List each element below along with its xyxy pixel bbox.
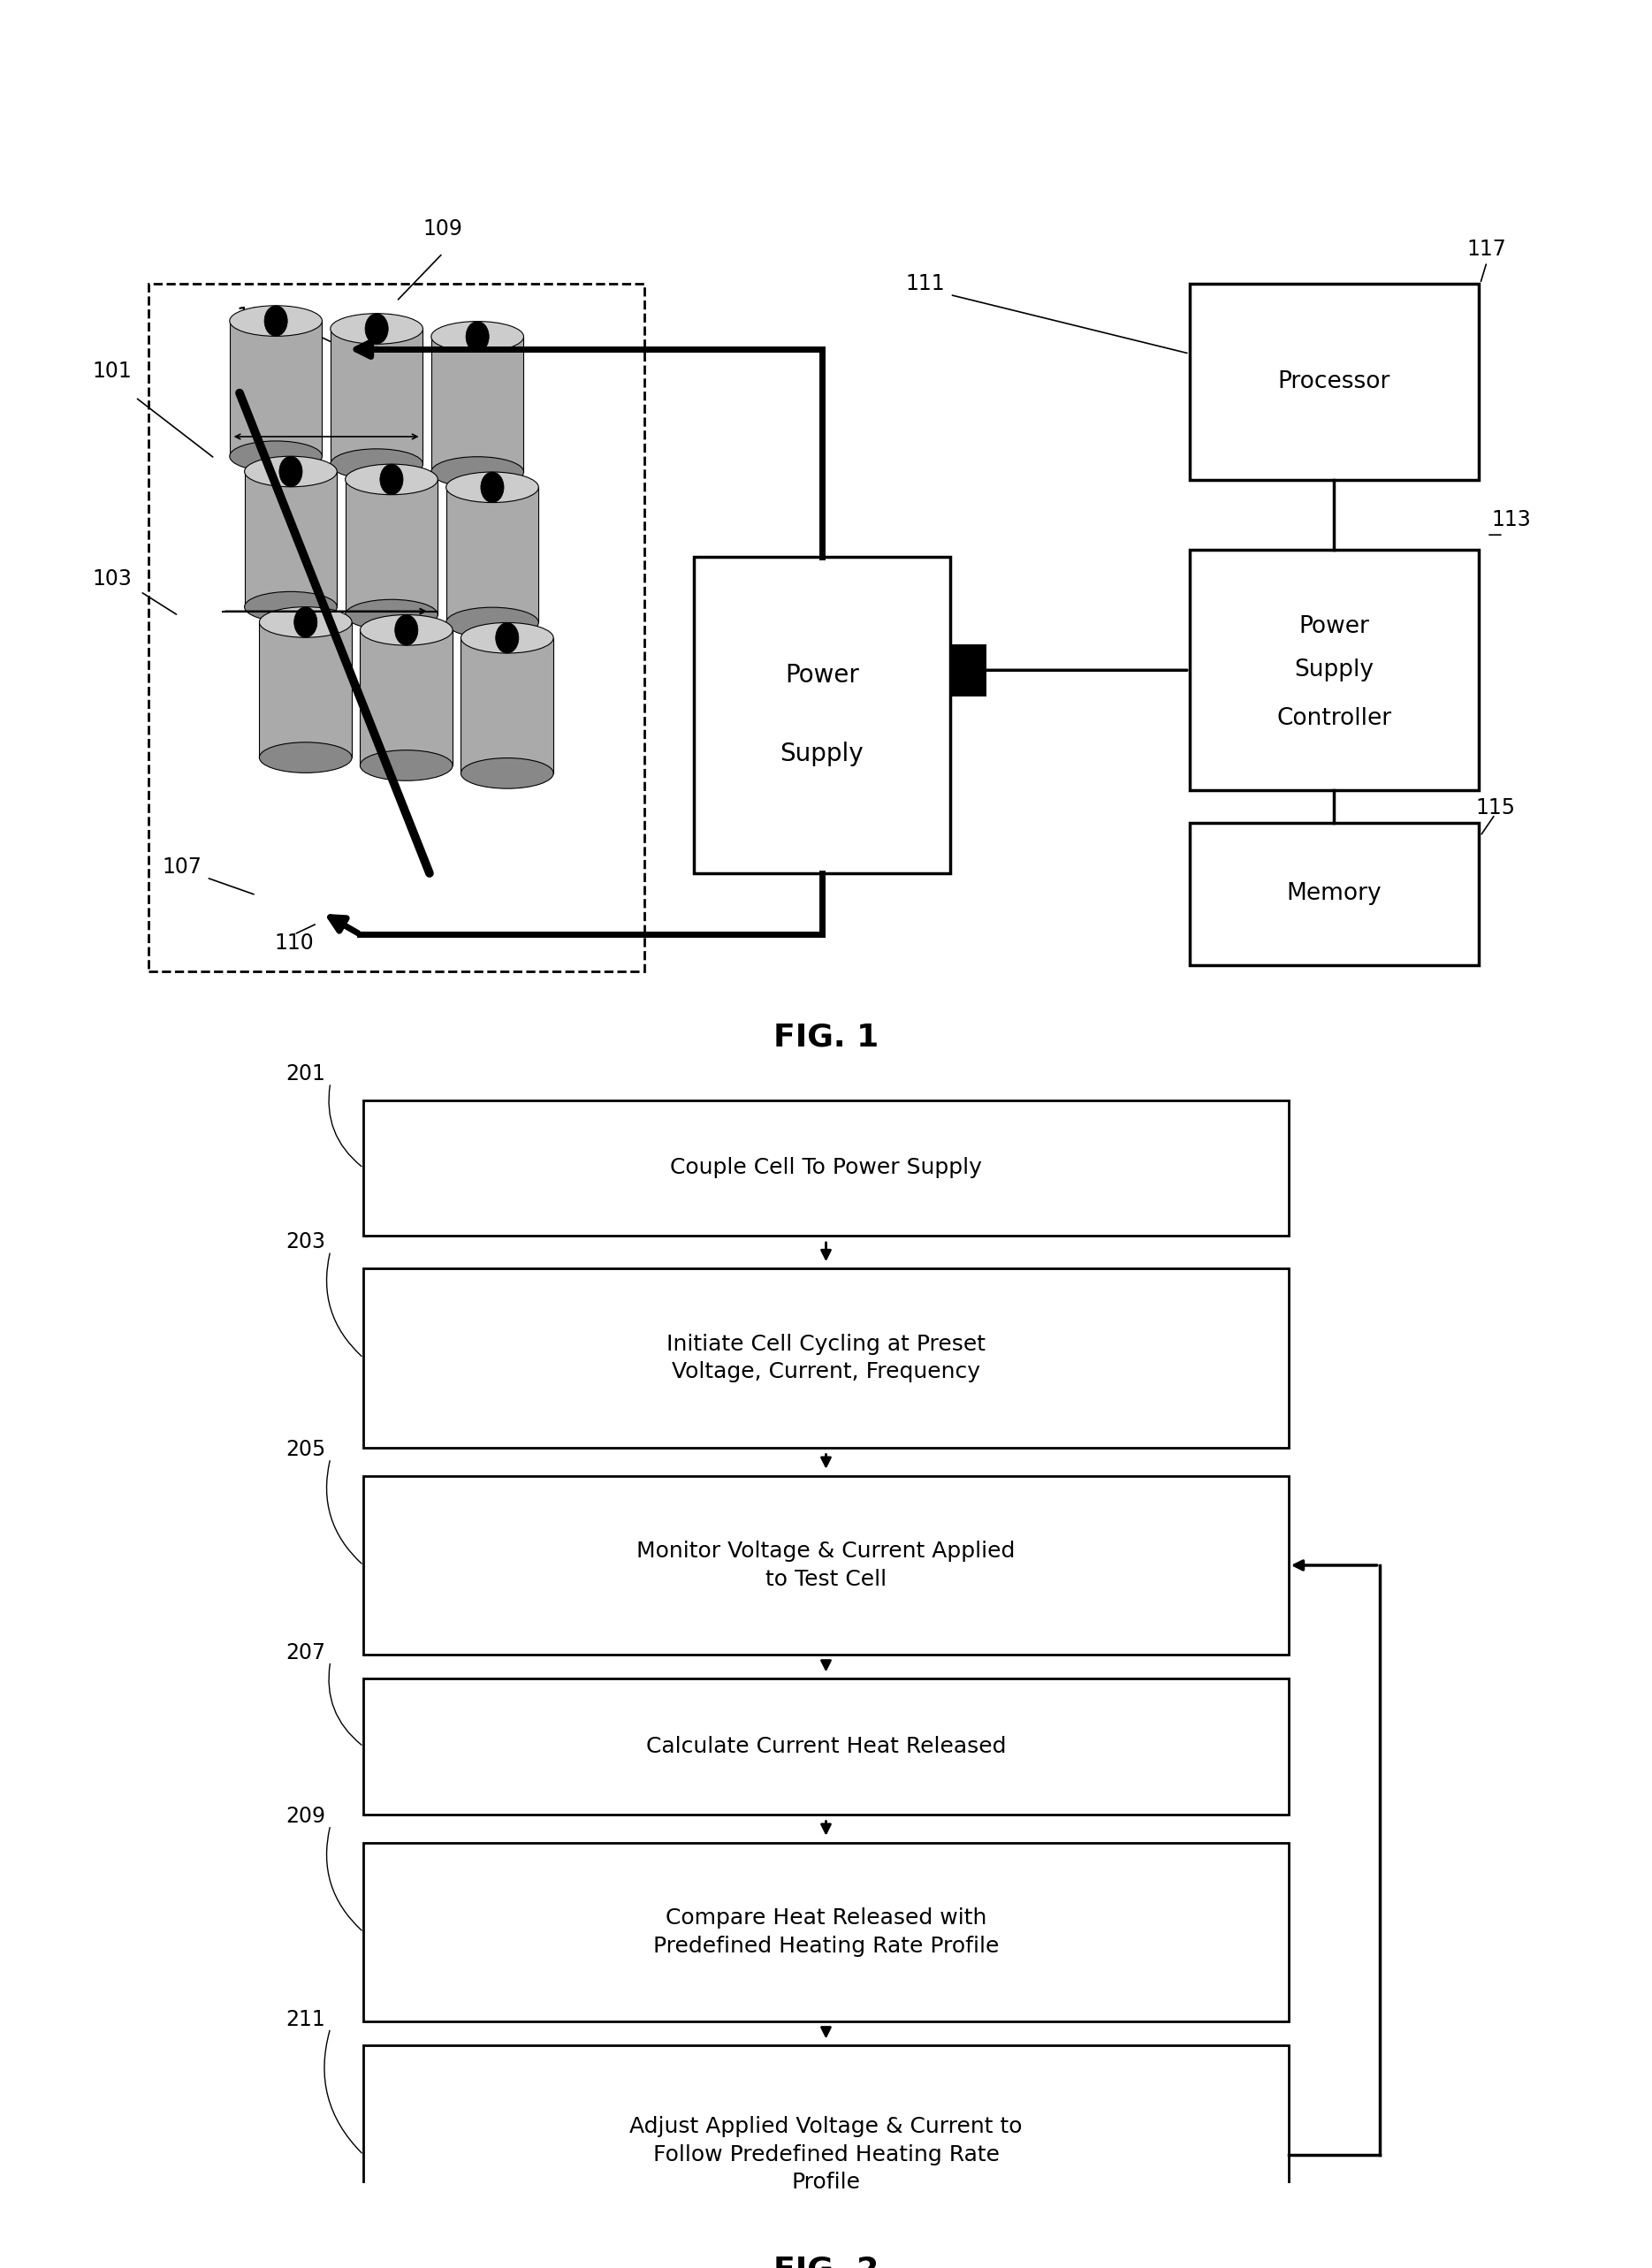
Ellipse shape bbox=[330, 449, 423, 479]
Bar bbox=[431, 336, 524, 472]
FancyBboxPatch shape bbox=[363, 1100, 1289, 1236]
Circle shape bbox=[380, 465, 403, 494]
FancyBboxPatch shape bbox=[363, 1678, 1289, 1814]
Ellipse shape bbox=[461, 758, 553, 789]
Ellipse shape bbox=[244, 456, 337, 488]
Text: Adjust Applied Voltage & Current to
Follow Predefined Heating Rate
Profile: Adjust Applied Voltage & Current to Foll… bbox=[629, 2116, 1023, 2193]
Text: 211: 211 bbox=[286, 2009, 325, 2030]
Bar bbox=[360, 631, 453, 764]
Ellipse shape bbox=[360, 751, 453, 780]
Ellipse shape bbox=[259, 742, 352, 773]
Text: Power: Power bbox=[785, 662, 859, 687]
Text: Processor: Processor bbox=[1277, 370, 1391, 395]
Circle shape bbox=[264, 306, 287, 336]
Text: Supply: Supply bbox=[780, 742, 864, 767]
Text: 201: 201 bbox=[286, 1064, 325, 1084]
Ellipse shape bbox=[461, 624, 553, 653]
FancyBboxPatch shape bbox=[694, 556, 950, 873]
Circle shape bbox=[279, 456, 302, 488]
Text: FIG. 2: FIG. 2 bbox=[773, 2254, 879, 2268]
FancyBboxPatch shape bbox=[1189, 551, 1479, 789]
Text: 103: 103 bbox=[93, 567, 132, 590]
Bar bbox=[345, 479, 438, 615]
Text: 101: 101 bbox=[93, 361, 132, 381]
Circle shape bbox=[496, 624, 519, 653]
Ellipse shape bbox=[330, 313, 423, 345]
Ellipse shape bbox=[230, 306, 322, 336]
Circle shape bbox=[395, 615, 418, 646]
Ellipse shape bbox=[345, 465, 438, 494]
Bar bbox=[230, 320, 322, 456]
Ellipse shape bbox=[345, 599, 438, 631]
Text: 117: 117 bbox=[1467, 238, 1507, 259]
Bar bbox=[259, 621, 352, 758]
Text: Memory: Memory bbox=[1287, 882, 1381, 905]
FancyBboxPatch shape bbox=[1189, 823, 1479, 964]
Text: 113: 113 bbox=[1492, 508, 1531, 531]
FancyBboxPatch shape bbox=[363, 1842, 1289, 2021]
Ellipse shape bbox=[360, 615, 453, 646]
Bar bbox=[244, 472, 337, 608]
Text: Controller: Controller bbox=[1277, 708, 1391, 730]
Text: 205: 205 bbox=[286, 1438, 325, 1461]
Text: Couple Cell To Power Supply: Couple Cell To Power Supply bbox=[671, 1157, 981, 1179]
Circle shape bbox=[365, 313, 388, 345]
Text: 111: 111 bbox=[905, 272, 945, 295]
Text: 207: 207 bbox=[286, 1642, 325, 1662]
FancyBboxPatch shape bbox=[363, 1268, 1289, 1447]
Text: Compare Heat Released with
Predefined Heating Rate Profile: Compare Heat Released with Predefined He… bbox=[653, 1907, 999, 1957]
Ellipse shape bbox=[244, 592, 337, 621]
Circle shape bbox=[294, 608, 317, 637]
Bar bbox=[330, 329, 423, 465]
Text: Power: Power bbox=[1298, 615, 1370, 637]
Text: Monitor Voltage & Current Applied
to Test Cell: Monitor Voltage & Current Applied to Tes… bbox=[636, 1540, 1016, 1590]
Text: 110: 110 bbox=[274, 932, 314, 955]
Ellipse shape bbox=[259, 608, 352, 637]
Ellipse shape bbox=[446, 472, 539, 503]
FancyBboxPatch shape bbox=[363, 2046, 1289, 2263]
Text: 203: 203 bbox=[286, 1232, 325, 1252]
Text: FIG. 1: FIG. 1 bbox=[773, 1023, 879, 1052]
Ellipse shape bbox=[431, 456, 524, 488]
Text: Calculate Current Heat Released: Calculate Current Heat Released bbox=[646, 1735, 1006, 1758]
Ellipse shape bbox=[446, 608, 539, 637]
Text: Initiate Cell Cycling at Preset
Voltage, Current, Frequency: Initiate Cell Cycling at Preset Voltage,… bbox=[666, 1334, 986, 1383]
FancyBboxPatch shape bbox=[1189, 284, 1479, 481]
Ellipse shape bbox=[230, 440, 322, 472]
FancyBboxPatch shape bbox=[363, 1476, 1289, 1656]
Ellipse shape bbox=[431, 322, 524, 352]
Text: 209: 209 bbox=[286, 1805, 325, 1828]
Text: 107: 107 bbox=[162, 855, 202, 878]
Bar bbox=[461, 637, 553, 773]
Circle shape bbox=[481, 472, 504, 503]
Text: 115: 115 bbox=[1475, 796, 1515, 819]
Text: 105: 105 bbox=[236, 306, 276, 327]
Circle shape bbox=[466, 322, 489, 352]
Bar bbox=[950, 644, 986, 696]
Bar bbox=[446, 488, 539, 624]
Text: Supply: Supply bbox=[1294, 658, 1374, 683]
Text: 109: 109 bbox=[423, 218, 463, 240]
